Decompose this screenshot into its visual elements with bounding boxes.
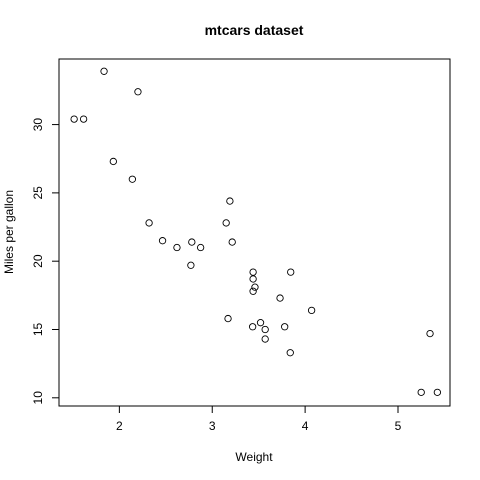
data-point xyxy=(145,219,153,227)
x-axis-label: Weight xyxy=(235,450,273,464)
data-point xyxy=(433,388,442,396)
data-point xyxy=(196,243,205,252)
y-tick-label: 30 xyxy=(31,118,45,132)
data-point xyxy=(173,243,181,252)
chart-title: mtcars dataset xyxy=(205,22,304,38)
x-axis: 2 3 4 5 xyxy=(116,406,402,433)
data-point xyxy=(287,268,295,276)
x-tick-label: 5 xyxy=(395,419,402,433)
x-tick-label: 4 xyxy=(302,419,309,433)
data-point xyxy=(79,115,88,123)
data-point xyxy=(256,319,265,327)
data-point xyxy=(276,294,284,302)
y-tick-label: 10 xyxy=(31,391,45,405)
data-point xyxy=(158,237,167,245)
data-point xyxy=(109,157,117,166)
plot-frame xyxy=(58,58,451,407)
data-point xyxy=(281,323,289,331)
y-tick-label: 25 xyxy=(31,186,45,200)
data-point xyxy=(251,283,259,291)
data-point xyxy=(222,219,230,227)
data-point xyxy=(261,325,269,334)
data-point xyxy=(249,268,257,276)
data-point xyxy=(70,115,78,123)
data-point xyxy=(417,388,425,396)
data-point xyxy=(261,335,269,343)
y-axis: 10 15 20 25 30 xyxy=(31,118,59,405)
y-tick-label: 15 xyxy=(31,323,45,337)
data-point xyxy=(249,287,257,295)
data-point xyxy=(248,323,257,331)
data-points xyxy=(70,67,442,396)
x-tick-label: 3 xyxy=(209,419,216,433)
data-point xyxy=(100,67,108,75)
data-point xyxy=(307,306,316,315)
y-tick-label: 20 xyxy=(31,254,45,268)
data-point xyxy=(249,275,257,283)
x-tick-label: 2 xyxy=(116,419,123,433)
data-point xyxy=(188,238,196,246)
data-point xyxy=(426,329,434,338)
data-point xyxy=(134,88,142,96)
data-point xyxy=(228,238,236,246)
data-point xyxy=(187,261,195,269)
data-point xyxy=(226,197,234,205)
y-axis-label: Miles per gallon xyxy=(2,190,16,274)
data-point xyxy=(286,349,294,357)
data-point xyxy=(128,175,137,183)
data-point xyxy=(224,314,232,323)
